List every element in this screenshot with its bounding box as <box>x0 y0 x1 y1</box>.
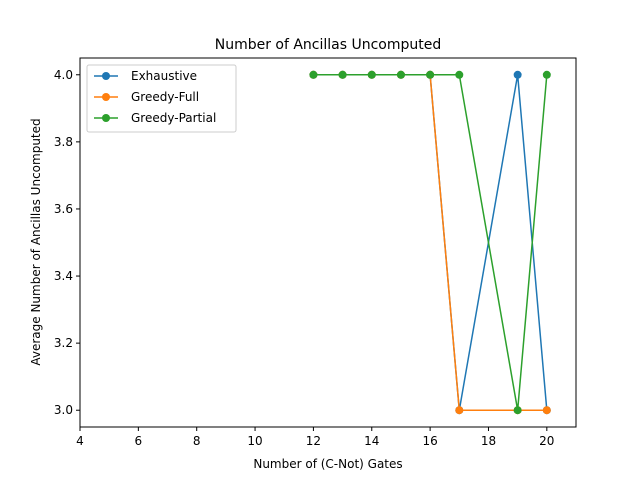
legend-label: Greedy-Partial <box>131 111 216 125</box>
data-point <box>396 70 405 79</box>
x-tick-label: 14 <box>364 434 379 448</box>
data-point <box>367 70 376 79</box>
series-line <box>313 74 548 411</box>
x-tick-label: 10 <box>247 434 262 448</box>
x-tick-label: 4 <box>76 434 84 448</box>
data-point <box>309 70 318 79</box>
x-tick-label: 16 <box>422 434 437 448</box>
legend-item: Greedy-Partial <box>94 111 216 125</box>
series-layer <box>309 70 551 415</box>
data-point <box>542 70 551 79</box>
x-tick-label: 6 <box>135 434 143 448</box>
x-axis: 4 6 8 10 12 14 16 18 20 <box>76 427 554 448</box>
legend: Exhaustive Greedy-Full Greedy-Partial <box>86 64 237 133</box>
plot-area-frame <box>79 57 577 428</box>
x-tick-label: 20 <box>539 434 554 448</box>
data-point <box>513 70 522 79</box>
y-tick-label: 3.0 <box>54 403 73 417</box>
chart-title: Number of Ancillas Uncomputed <box>215 37 442 53</box>
data-point <box>542 406 551 415</box>
x-tick-label: 18 <box>481 434 496 448</box>
data-point <box>338 70 347 79</box>
legend-item: Exhaustive <box>94 69 197 83</box>
y-axis-title: Average Number of Ancillas Uncomputed <box>29 118 43 365</box>
x-tick-label: 8 <box>193 434 201 448</box>
series-greedy-partial <box>309 70 551 415</box>
legend-marker <box>102 93 110 101</box>
legend-marker <box>102 114 110 122</box>
y-tick-label: 3.4 <box>54 269 73 283</box>
data-point <box>426 70 435 79</box>
x-axis-title: Number of (C-Not) Gates <box>253 457 402 471</box>
y-tick-label: 4.0 <box>54 68 73 82</box>
legend-label: Exhaustive <box>131 69 197 83</box>
y-tick-label: 3.6 <box>54 202 73 216</box>
x-tick-label: 12 <box>306 434 321 448</box>
data-point <box>513 406 522 415</box>
y-axis: 3.0 3.2 3.4 3.6 3.8 4.0 <box>54 68 80 417</box>
legend-box <box>86 64 237 133</box>
legend-label: Greedy-Full <box>131 90 199 104</box>
legend-marker <box>102 72 110 80</box>
y-tick-label: 3.8 <box>54 135 73 149</box>
data-point <box>455 70 464 79</box>
y-tick-label: 3.2 <box>54 336 73 350</box>
data-point <box>455 406 464 415</box>
legend-item: Greedy-Full <box>94 90 199 104</box>
